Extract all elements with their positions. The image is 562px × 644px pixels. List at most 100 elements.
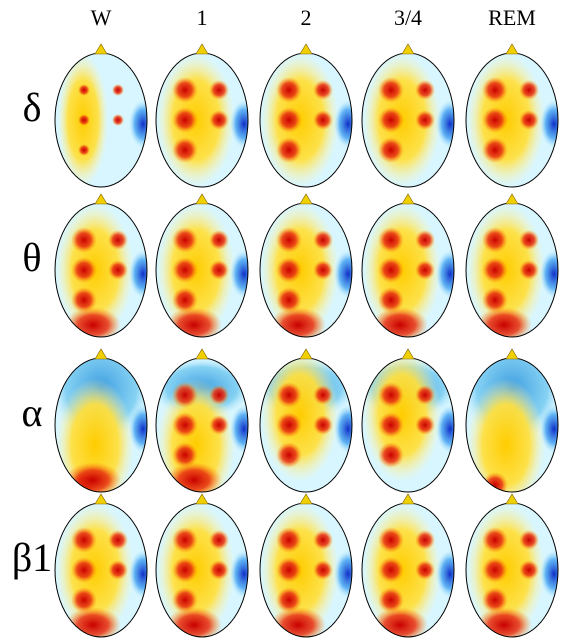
cold-right bbox=[540, 100, 558, 148]
hot-spot bbox=[415, 385, 435, 405]
hot-spot bbox=[108, 230, 128, 250]
cold-right bbox=[436, 550, 454, 598]
cold-right bbox=[129, 405, 147, 453]
cold-right bbox=[230, 250, 248, 298]
hot-spot bbox=[172, 257, 198, 283]
row-label: δ bbox=[23, 85, 42, 130]
topo-map bbox=[465, 193, 559, 338]
topo-map bbox=[361, 493, 455, 638]
hot-spot bbox=[482, 287, 508, 313]
topo-map bbox=[361, 193, 455, 338]
nose bbox=[401, 348, 415, 360]
topo-map bbox=[155, 493, 249, 638]
hot-spot bbox=[313, 415, 333, 435]
hot-spot bbox=[482, 137, 508, 163]
topo-map bbox=[155, 43, 249, 188]
cold-right bbox=[540, 250, 558, 298]
hot-spot bbox=[378, 257, 404, 283]
nose bbox=[505, 348, 519, 360]
nose bbox=[299, 493, 313, 505]
nose bbox=[94, 348, 108, 360]
hot-spot bbox=[415, 530, 435, 550]
topo-map bbox=[259, 348, 353, 493]
nose bbox=[401, 43, 415, 55]
column-header: W bbox=[91, 5, 112, 30]
nose bbox=[195, 493, 209, 505]
hot-spot bbox=[378, 382, 404, 408]
hot-spot bbox=[78, 114, 90, 126]
map-fill bbox=[260, 358, 352, 492]
hot-spot bbox=[71, 257, 97, 283]
nose bbox=[195, 193, 209, 205]
map-fill bbox=[260, 503, 352, 637]
column-header: 2 bbox=[301, 5, 312, 30]
hot-bottom bbox=[65, 462, 121, 492]
hot-spot bbox=[276, 227, 302, 253]
topo-map bbox=[465, 493, 559, 638]
cold-right bbox=[540, 550, 558, 598]
hot-bottom bbox=[372, 307, 428, 337]
hot-spot bbox=[172, 442, 198, 468]
hot-spot bbox=[378, 442, 404, 468]
map-fill bbox=[156, 503, 248, 637]
cold-right bbox=[334, 405, 352, 453]
column-header: REM bbox=[488, 5, 536, 30]
hot-spot bbox=[519, 560, 539, 580]
hot-spot bbox=[78, 144, 90, 156]
hot-spot bbox=[415, 560, 435, 580]
hot-spot bbox=[378, 137, 404, 163]
topo-map bbox=[54, 43, 148, 188]
hot-spot bbox=[276, 137, 302, 163]
hot-spot bbox=[415, 230, 435, 250]
hot-bottom bbox=[166, 607, 222, 637]
hot-spot bbox=[415, 415, 435, 435]
map-fill bbox=[466, 53, 558, 187]
hot-spot bbox=[519, 260, 539, 280]
hot-spot bbox=[378, 107, 404, 133]
cold-right bbox=[230, 550, 248, 598]
hot-spot bbox=[313, 385, 333, 405]
hot-spot bbox=[378, 412, 404, 438]
topo-map bbox=[361, 43, 455, 188]
cold-right bbox=[334, 250, 352, 298]
hot-spot bbox=[172, 137, 198, 163]
hot-spot bbox=[276, 257, 302, 283]
map-fill bbox=[362, 203, 454, 337]
hot-spot bbox=[108, 560, 128, 580]
map-fill bbox=[156, 203, 248, 337]
hot-spot bbox=[519, 80, 539, 100]
topo-map bbox=[54, 493, 148, 638]
hot-spot bbox=[276, 557, 302, 583]
hot-spot bbox=[276, 382, 302, 408]
map-fill bbox=[466, 203, 558, 337]
hot-spot bbox=[482, 557, 508, 583]
hot-spot bbox=[276, 527, 302, 553]
hot-spot bbox=[172, 412, 198, 438]
hot-spot bbox=[172, 557, 198, 583]
cold-right bbox=[436, 100, 454, 148]
hot-spot bbox=[172, 587, 198, 613]
hot-spot bbox=[172, 107, 198, 133]
map-fill bbox=[260, 53, 352, 187]
hot-spot bbox=[482, 587, 508, 613]
hot-spot bbox=[209, 260, 229, 280]
hot-spot bbox=[112, 114, 124, 126]
hot-spot bbox=[71, 587, 97, 613]
map-fill bbox=[55, 503, 147, 637]
nose bbox=[195, 348, 209, 360]
nose bbox=[299, 43, 313, 55]
hot-spot bbox=[519, 530, 539, 550]
cold-right bbox=[129, 550, 147, 598]
hot-spot bbox=[172, 287, 198, 313]
hot-spot bbox=[482, 77, 508, 103]
row-label: α bbox=[22, 390, 43, 435]
hot-spot bbox=[378, 527, 404, 553]
nose bbox=[505, 43, 519, 55]
hot-spot bbox=[209, 530, 229, 550]
hot-spot bbox=[112, 84, 124, 96]
hot-spot bbox=[209, 385, 229, 405]
map-fill bbox=[362, 53, 454, 187]
hot-spot bbox=[71, 287, 97, 313]
hot-spot bbox=[378, 587, 404, 613]
